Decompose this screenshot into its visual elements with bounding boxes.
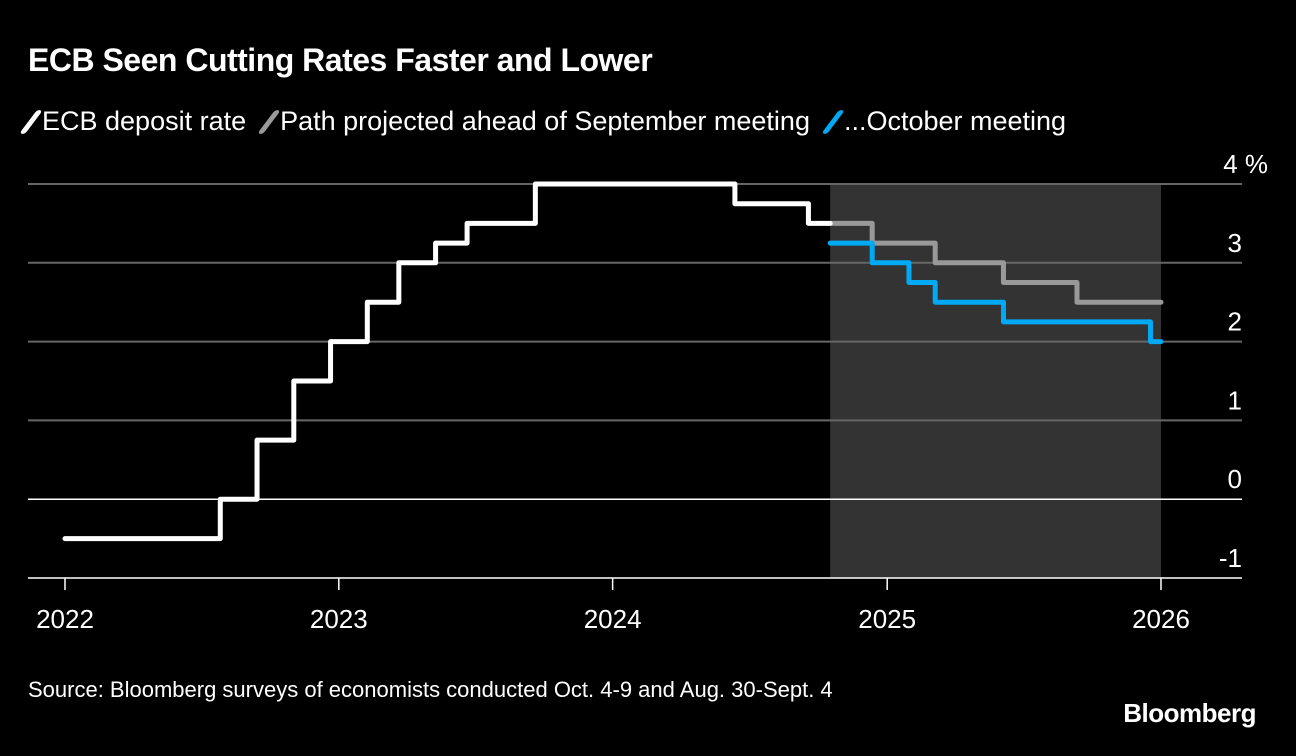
- legend-item-deposit-rate: ECB deposit rate: [19, 106, 247, 137]
- legend: ECB deposit rate Path projected ahead of…: [19, 106, 1067, 137]
- chart-title: ECB Seen Cutting Rates Faster and Lower: [28, 42, 653, 78]
- x-tick-label: 2025: [858, 604, 916, 634]
- y-tick-label: -1: [1219, 543, 1242, 573]
- series-line-1: [827, 220, 1164, 305]
- source-note: Source: Bloomberg surveys of economists …: [28, 677, 833, 702]
- x-tick-label: 2026: [1132, 604, 1190, 634]
- bloomberg-logo: Bloomberg: [1123, 698, 1256, 728]
- legend-label: ...October meeting: [843, 106, 1067, 136]
- series-line-0: [62, 181, 833, 542]
- legend-label: ECB deposit rate: [42, 106, 247, 136]
- legend-label: Path projected ahead of September meetin…: [280, 106, 810, 136]
- series-line-2: [827, 240, 1164, 345]
- x-tick-label: 2024: [584, 604, 642, 634]
- legend-item-october-path: ...October meeting: [821, 106, 1067, 137]
- y-tick-label: 3: [1228, 228, 1242, 258]
- y-tick-label: 4 %: [1223, 149, 1268, 179]
- y-tick-label: 1: [1228, 385, 1242, 415]
- y-tick-label: 2: [1228, 307, 1242, 337]
- projection-shaded-region: [830, 184, 1161, 578]
- x-tick-label: 2022: [36, 604, 94, 634]
- legend-item-september-path: Path projected ahead of September meetin…: [257, 106, 810, 137]
- y-tick-label: 0: [1228, 464, 1242, 494]
- x-tick-label: 2023: [310, 604, 368, 634]
